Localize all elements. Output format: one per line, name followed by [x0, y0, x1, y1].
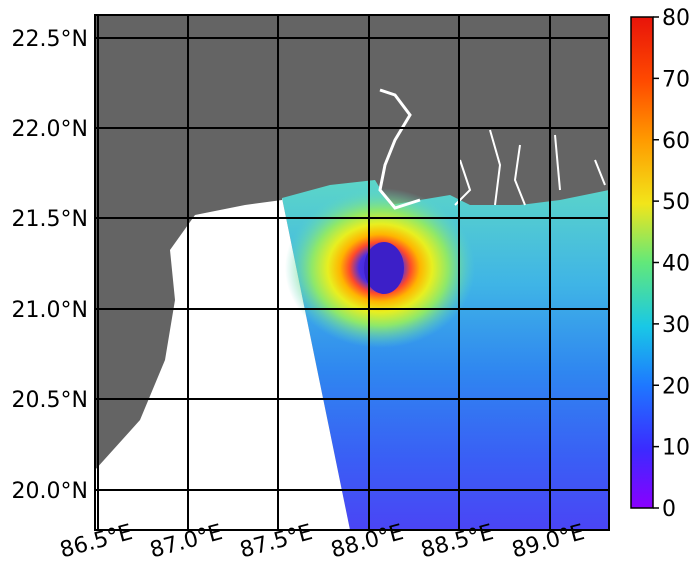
colorbar-tick-label: 30	[662, 313, 690, 338]
map-plot-area	[95, 15, 609, 530]
colorbar-tick-label: 20	[662, 374, 690, 399]
colorbar-tick-label: 80	[662, 6, 690, 31]
colorbar-tick-label: 60	[662, 129, 690, 154]
lat-label: 21.0°N	[12, 298, 88, 323]
lat-label: 22.5°N	[12, 27, 88, 52]
lat-label: 21.5°N	[12, 207, 88, 232]
lat-label: 20.5°N	[12, 388, 88, 413]
latitude-labels: 22.5°N 22.0°N 21.5°N 21.0°N 20.5°N 20.0°…	[12, 27, 88, 504]
map-frame	[94, 14, 610, 531]
lat-label: 22.0°N	[12, 117, 88, 142]
coastline-river	[378, 88, 421, 210]
delta-channels	[454, 129, 606, 206]
colorbar-tick-label: 10	[662, 436, 690, 461]
colorbar-gradient	[630, 16, 654, 509]
colorbar-tick-label: 0	[662, 497, 676, 522]
grid-lines	[95, 15, 609, 530]
colorbar: 0 10 20 30 40 50 60 70 80	[630, 6, 690, 522]
colorbar-tick-label: 50	[662, 190, 690, 215]
cyclone-eye	[364, 242, 404, 294]
colorbar-tick-label: 40	[662, 252, 690, 277]
colorbar-tick-label: 70	[662, 67, 690, 92]
lat-label: 20.0°N	[12, 479, 88, 504]
